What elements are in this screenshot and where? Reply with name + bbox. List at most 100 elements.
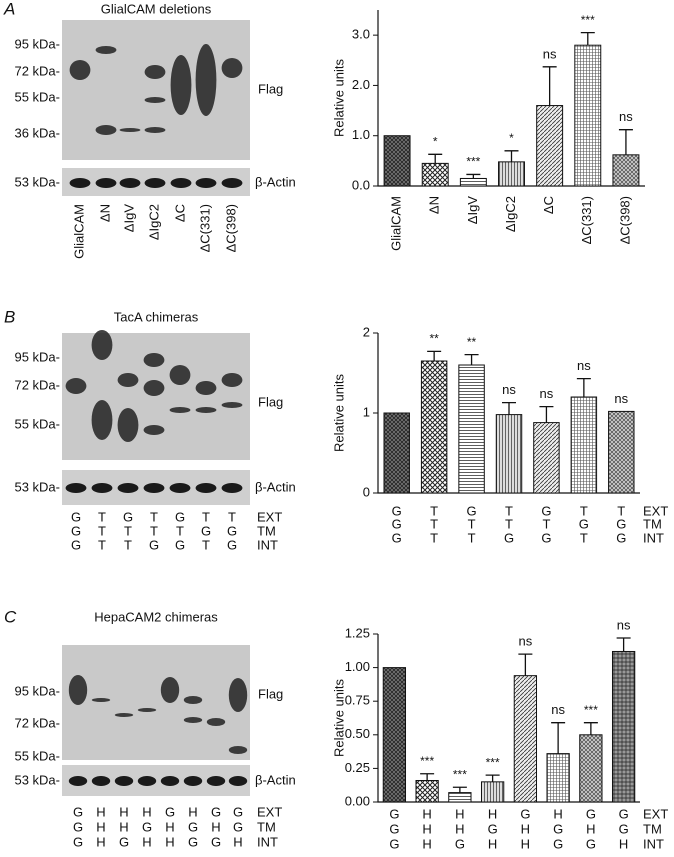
- band: [160, 677, 180, 703]
- lane-label: G: [73, 834, 83, 849]
- band: [91, 330, 113, 360]
- significance: ns: [577, 358, 591, 373]
- y-axis-label: Relative units: [331, 58, 346, 137]
- x-tick-label: G: [619, 806, 629, 821]
- significance: ns: [551, 702, 565, 717]
- lane-label: T: [150, 509, 158, 524]
- error-bar: [518, 653, 533, 676]
- bar: [536, 105, 564, 187]
- lane-row-name: EXT: [257, 804, 282, 819]
- band: [65, 378, 87, 394]
- error-bar: [616, 637, 631, 652]
- lane-label: G: [165, 804, 175, 819]
- x-tick-label: H: [586, 821, 595, 836]
- y-tick-label: 0.50: [345, 726, 370, 741]
- x-tick-label: H: [455, 806, 464, 821]
- kda-marker: 95 kDa-: [14, 36, 60, 51]
- significance: *: [433, 134, 438, 148]
- band: [119, 128, 141, 132]
- lane-label: H: [233, 834, 242, 849]
- actin-band: [137, 776, 157, 786]
- lane-label: T: [228, 509, 236, 524]
- category-row-name: TM: [643, 821, 662, 836]
- kda-marker: 55 kDa-: [14, 748, 60, 763]
- significance: ***: [486, 755, 500, 769]
- actin-band: [169, 483, 191, 493]
- significance: ns: [614, 391, 628, 406]
- x-tick-label: T: [430, 530, 438, 545]
- x-tick-label: ΔIgC2: [503, 196, 518, 232]
- kda-marker: 95 kDa-: [14, 349, 60, 364]
- significance: ***: [420, 754, 434, 768]
- actin-label: β-Actin: [255, 479, 296, 494]
- lane-label: G: [211, 834, 221, 849]
- x-tick-label: T: [617, 503, 625, 518]
- y-tick-label: 3.0: [352, 27, 370, 42]
- band: [169, 365, 191, 385]
- x-tick-label: G: [392, 530, 402, 545]
- bar: [579, 734, 603, 803]
- error-bar: [539, 405, 554, 423]
- band: [144, 127, 166, 133]
- blot-title: GlialCAM deletions: [101, 1, 212, 16]
- bar: [459, 177, 487, 187]
- actin-band: [144, 178, 166, 188]
- y-tick-label: 0: [363, 484, 370, 499]
- lane-label: H: [211, 819, 220, 834]
- significance: *: [509, 131, 514, 145]
- kda-marker: 72 kDa-: [14, 715, 60, 730]
- kda-marker: 55 kDa-: [14, 416, 60, 431]
- panel-label: B: [4, 307, 15, 326]
- actin-band: [65, 483, 87, 493]
- error-bar: [583, 722, 598, 735]
- band: [183, 696, 203, 704]
- lane-label: H: [96, 834, 105, 849]
- band: [183, 717, 203, 723]
- band: [137, 708, 157, 712]
- lane-label: H: [119, 804, 128, 819]
- x-tick-label: ΔC: [541, 196, 556, 214]
- lane-label: ΔC(331): [197, 204, 212, 252]
- gel: [62, 333, 250, 460]
- actin-band: [160, 776, 180, 786]
- x-tick-label: G: [392, 516, 402, 531]
- y-tick-label: 1.0: [352, 127, 370, 142]
- band: [144, 65, 166, 79]
- lane-label: T: [150, 523, 158, 538]
- error-bar: [420, 773, 435, 781]
- actin-band: [183, 776, 203, 786]
- error-bar: [551, 722, 566, 754]
- x-tick-label: H: [488, 806, 497, 821]
- band: [95, 46, 117, 54]
- x-tick-label: G: [586, 836, 596, 851]
- y-tick-label: 1.25: [345, 625, 370, 640]
- x-tick-label: H: [521, 821, 530, 836]
- band: [221, 402, 243, 408]
- significance: ns: [543, 46, 557, 61]
- x-tick-label: T: [505, 516, 513, 531]
- x-tick-label: G: [586, 806, 596, 821]
- x-tick-label: GlialCAM: [389, 196, 404, 251]
- actin-band: [68, 776, 88, 786]
- lane-label: H: [142, 804, 151, 819]
- x-tick-label: H: [422, 806, 431, 821]
- lane-label: G: [123, 509, 133, 524]
- y-tick-label: 0.25: [345, 760, 370, 775]
- actin-band: [228, 776, 248, 786]
- error-bar: [580, 31, 595, 46]
- significance: ns: [619, 109, 633, 124]
- lane-label: ΔIgC2: [146, 204, 161, 240]
- x-tick-label: G: [389, 821, 399, 836]
- lane-label: G: [71, 537, 81, 552]
- actin-band: [91, 483, 113, 493]
- lane-label: H: [119, 819, 128, 834]
- lane-label: G: [188, 819, 198, 834]
- bar: [448, 792, 472, 803]
- significance: ns: [519, 634, 533, 649]
- error-bar: [452, 786, 467, 793]
- lane-label: H: [142, 834, 151, 849]
- lane-label: G: [119, 834, 129, 849]
- error-bar: [504, 150, 519, 162]
- lane-label: G: [233, 804, 243, 819]
- significance: ***: [453, 767, 467, 781]
